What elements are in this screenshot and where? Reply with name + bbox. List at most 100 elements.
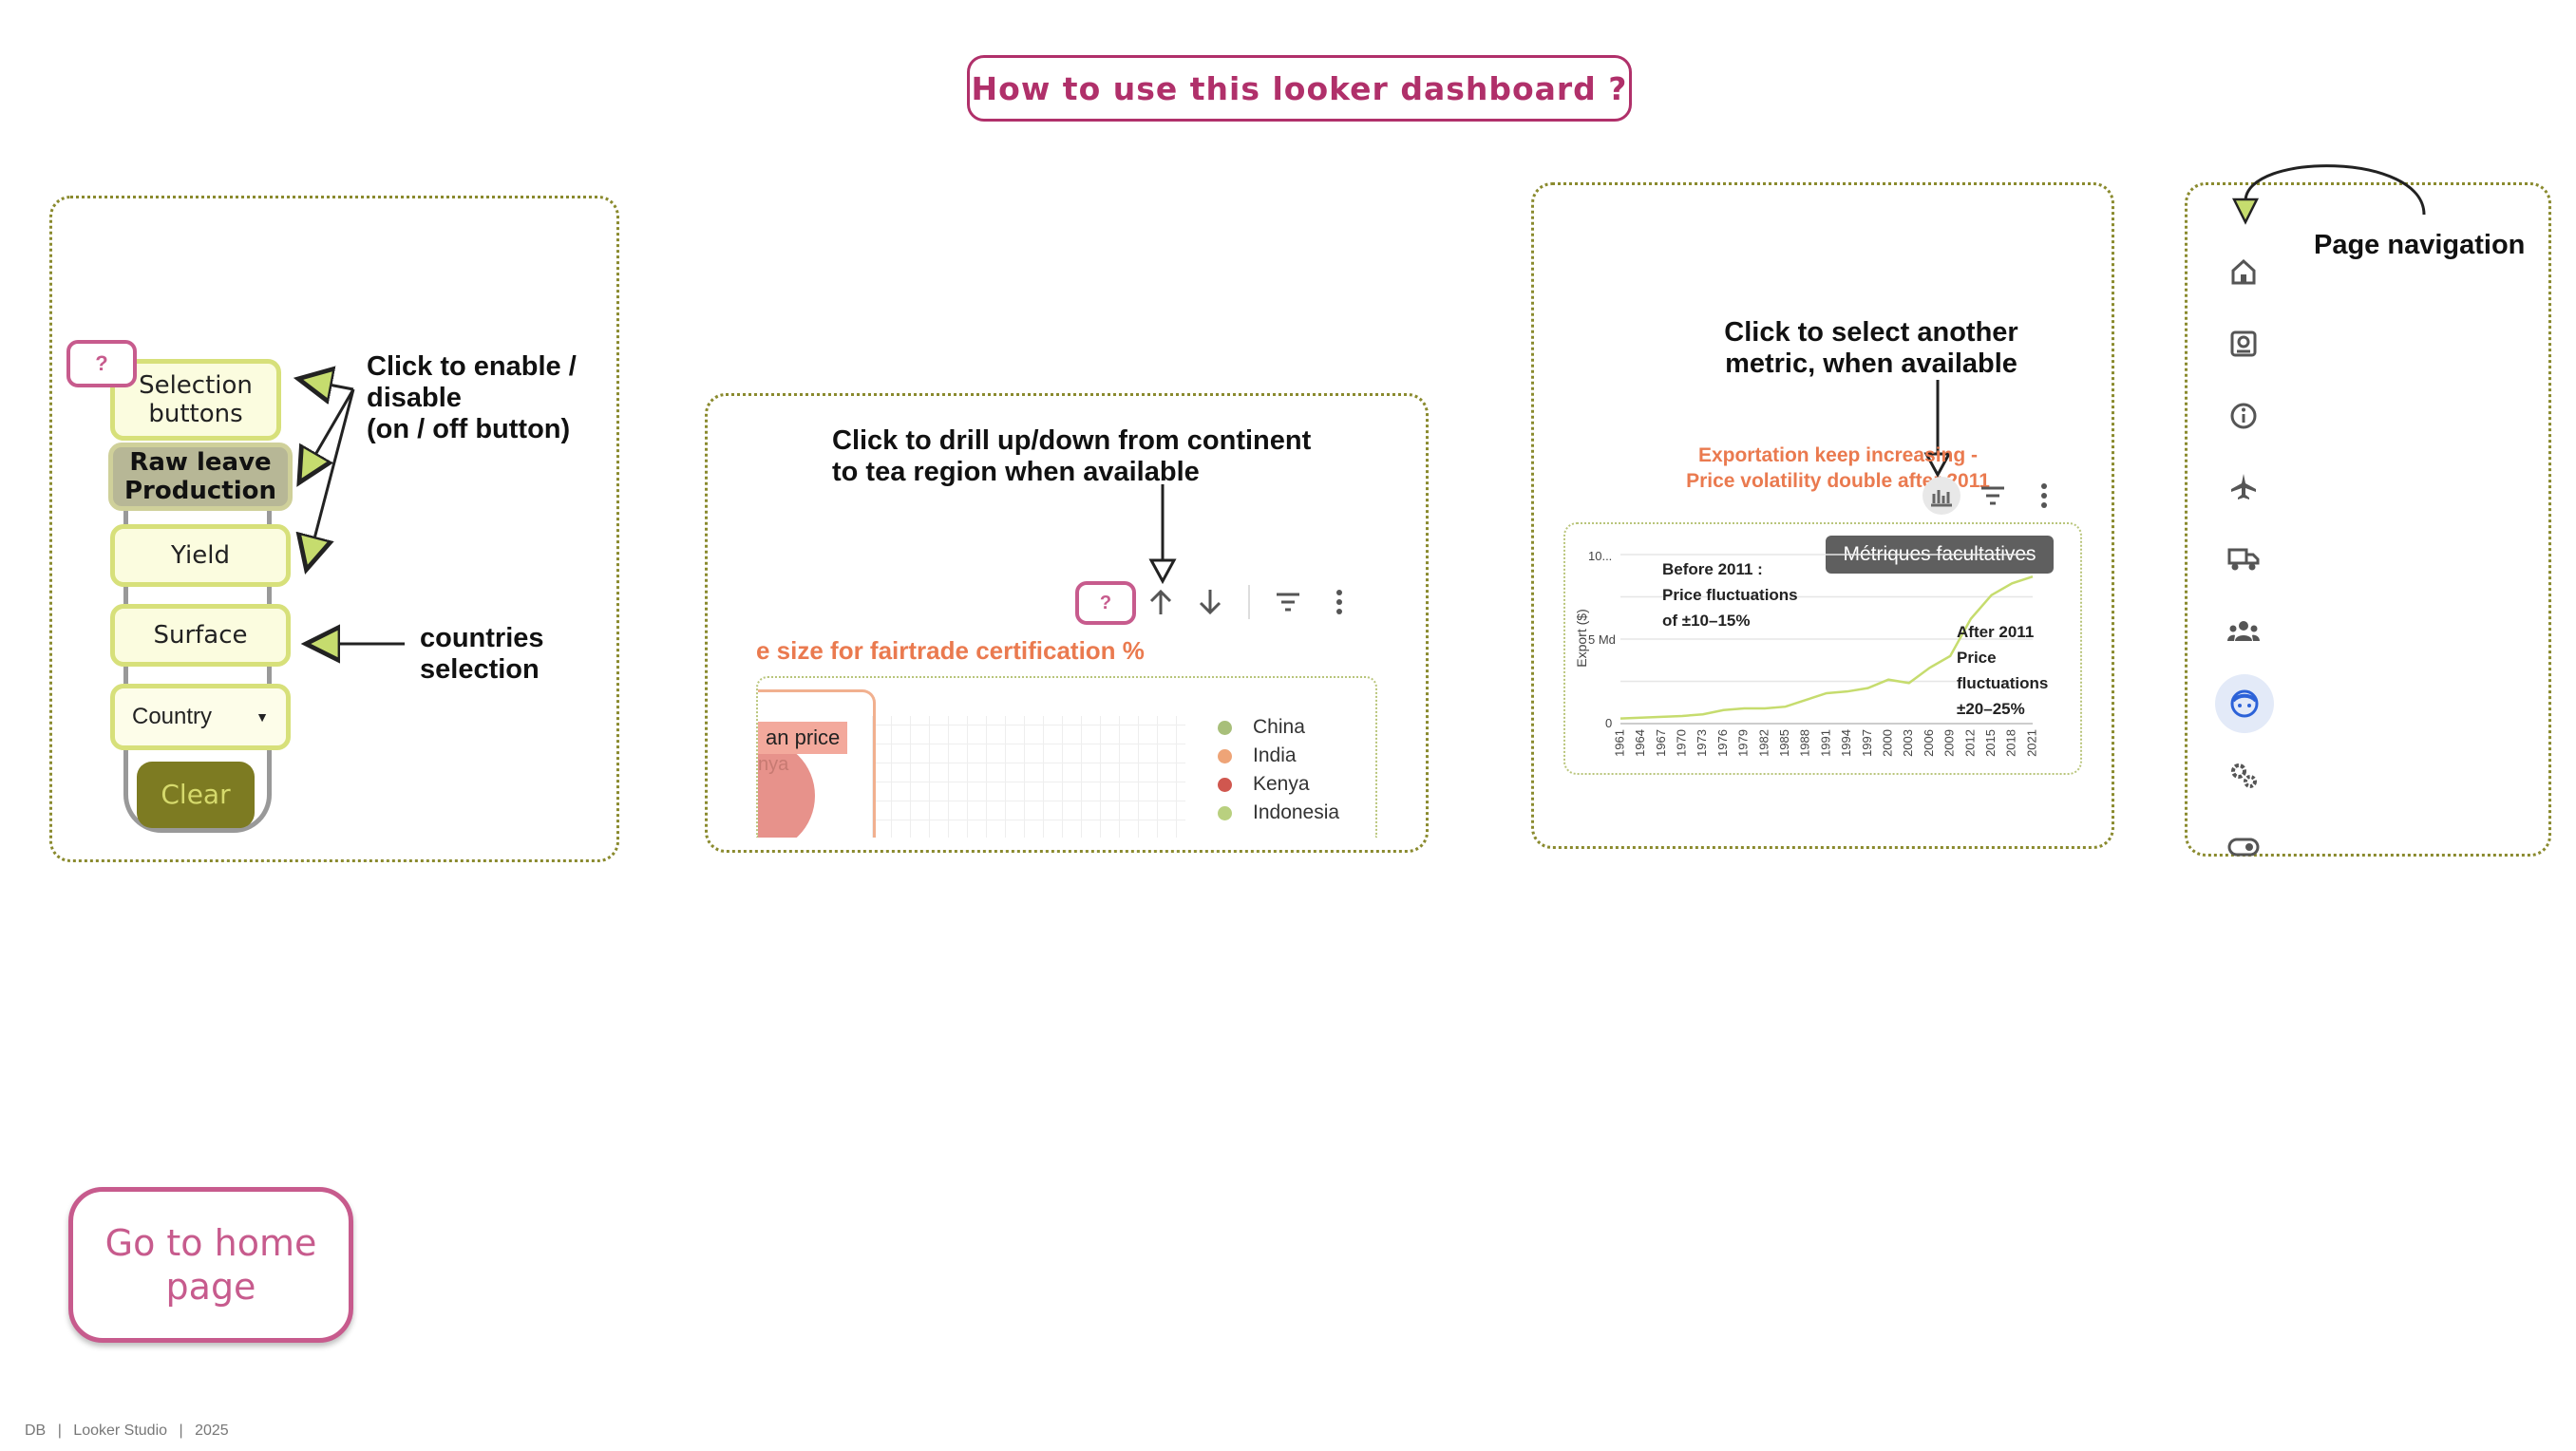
left-panel-arrows	[0, 0, 405, 855]
x-tick-label: 2021	[2024, 729, 2038, 757]
ytick-zero: 0	[1605, 716, 1613, 730]
countries-note: countries selection	[420, 623, 544, 685]
footer-app: Looker Studio	[73, 1423, 168, 1439]
go-to-home-button[interactable]: Go to home page	[68, 1187, 353, 1343]
footer: DB | Looker Studio | 2025	[25, 1423, 229, 1440]
x-tick-label: 2003	[1901, 729, 1915, 757]
annotation-before-2011: Before 2011 : Price fluctuations of ±10–…	[1662, 560, 1798, 630]
drill-help-panel	[705, 393, 1429, 853]
footer-initials: DB	[25, 1423, 47, 1439]
dashboard-help-title[interactable]: How to use this looker dashboard ?	[967, 55, 1632, 122]
drill-chart-title: e size for fairtrade certification %	[756, 636, 1145, 665]
bubble-sub-label: nya	[758, 754, 789, 775]
yield-button[interactable]: Yield	[110, 524, 291, 587]
footer-year: 2025	[195, 1423, 229, 1439]
x-tick-label: 1970	[1675, 729, 1689, 757]
x-tick-label: 1997	[1860, 729, 1874, 757]
x-tick-label: 2009	[1942, 729, 1957, 757]
plane-icon[interactable]	[2223, 465, 2264, 507]
raw-leave-production-button[interactable]: Raw leave Production	[108, 443, 293, 511]
country-dropdown-label: Country	[132, 704, 213, 729]
x-tick-label: 1967	[1654, 729, 1668, 757]
x-tick-label: 1976	[1715, 729, 1730, 757]
metric-arrow	[1923, 380, 1952, 479]
bubble-tooltip-text: an price	[766, 726, 841, 749]
selection-buttons-pill[interactable]: Selection buttons	[110, 359, 281, 441]
arrow-to-yield	[308, 388, 355, 564]
x-tick-label: 1964	[1633, 729, 1647, 757]
legend-dot	[1218, 777, 1232, 792]
drill-help-badge[interactable]: ?	[1075, 581, 1136, 625]
drill-note: Click to drill up/down from continent to…	[832, 425, 1312, 487]
legend-label: China	[1253, 716, 1305, 738]
x-tick-label: 2000	[1881, 729, 1895, 757]
group-icon[interactable]	[2223, 610, 2264, 651]
filter-icon[interactable]	[1974, 477, 2012, 515]
metric-chart-headline: Exportation keep increasing - Price vola…	[1653, 443, 2023, 494]
ytick-top: 10...	[1588, 549, 1613, 563]
x-tick-label: 1994	[1839, 729, 1853, 757]
drill-up-icon[interactable]	[1142, 583, 1180, 621]
export-series-line	[1619, 575, 2034, 720]
gears-icon[interactable]	[2223, 754, 2264, 796]
surface-button[interactable]: Surface	[110, 604, 291, 667]
info-icon[interactable]	[2223, 395, 2264, 437]
headline-line-1: Exportation keep increasing -	[1697, 444, 1979, 466]
more-vert-icon[interactable]	[2025, 477, 2063, 515]
toggle-note: Click to enable / disable (on / off butt…	[367, 351, 577, 444]
country-dropdown[interactable]: Country ▼	[110, 684, 291, 750]
legend-dot	[1218, 720, 1232, 735]
face-icon[interactable]	[2215, 674, 2274, 733]
x-tick-label: 2006	[1922, 729, 1936, 757]
metric-chart-frame	[1563, 522, 2082, 775]
drill-chart-inner-card	[758, 689, 876, 838]
help-badge[interactable]: ?	[66, 340, 137, 387]
footer-separator: |	[179, 1423, 183, 1439]
legend-dot	[1218, 748, 1232, 763]
legend-dot	[1218, 805, 1232, 820]
drill-chart-frame: an price nya	[756, 676, 1377, 838]
x-tick-label: 1961	[1615, 729, 1626, 757]
x-tick-label: 1985	[1777, 729, 1791, 757]
x-tick-label: 2018	[2004, 729, 2018, 757]
caret-down-icon: ▼	[256, 709, 269, 725]
navigation-note: Page navigation	[2314, 230, 2526, 260]
optional-metrics-icon[interactable]	[1923, 477, 1960, 515]
go-to-home-label: Go to home page	[104, 1222, 317, 1308]
arrow-to-raw-leave	[302, 388, 355, 478]
x-tick-label: 2015	[1983, 729, 1998, 757]
toggle-icon[interactable]	[2223, 826, 2264, 868]
clear-button[interactable]: Clear	[137, 762, 255, 828]
legend-label: India	[1253, 744, 1297, 766]
legend-label: Indonesia	[1253, 801, 1340, 823]
x-tick-label: 1973	[1695, 729, 1709, 757]
toolbar-divider	[1248, 585, 1250, 619]
metric-note: Click to select another metric, when ava…	[1724, 317, 2018, 379]
ytick-mid: 5 Md	[1588, 632, 1616, 647]
more-vert-icon[interactable]	[1320, 583, 1358, 621]
arrow-to-selection	[304, 380, 354, 389]
export-line-chart: 1961 1964 1967 1970 1973 1976 1979 1982 1985 1988…	[1615, 554, 2038, 757]
settings-doc-icon[interactable]	[2223, 323, 2264, 365]
metric-help-panel	[1531, 182, 2114, 849]
annotation-after-2011: After 2011 Price fluctuations ±20–25%	[1957, 623, 2049, 718]
drill-chart-grid	[872, 716, 1185, 838]
drill-down-icon[interactable]	[1191, 583, 1229, 621]
x-tick-label: 2012	[1962, 729, 1977, 757]
legend-item: Kenya	[1218, 773, 1310, 796]
x-tick-label: 1991	[1818, 729, 1832, 757]
home-icon[interactable]	[2223, 251, 2264, 292]
legend-item: Indonesia	[1218, 801, 1339, 824]
x-tick-label: 1988	[1798, 729, 1812, 757]
metric-ylabel: Export ($)	[1574, 609, 1589, 668]
truck-icon[interactable]	[2223, 537, 2264, 579]
navigation-help-panel	[2185, 182, 2551, 857]
navigation-arrow	[2231, 164, 2426, 225]
footer-separator: |	[57, 1423, 62, 1439]
selection-help-panel	[49, 196, 619, 862]
legend-item: India	[1218, 744, 1297, 767]
legend-label: Kenya	[1253, 773, 1310, 795]
x-tick-label: 1982	[1756, 729, 1771, 757]
legend-item: China	[1218, 716, 1305, 739]
filter-icon[interactable]	[1269, 583, 1307, 621]
